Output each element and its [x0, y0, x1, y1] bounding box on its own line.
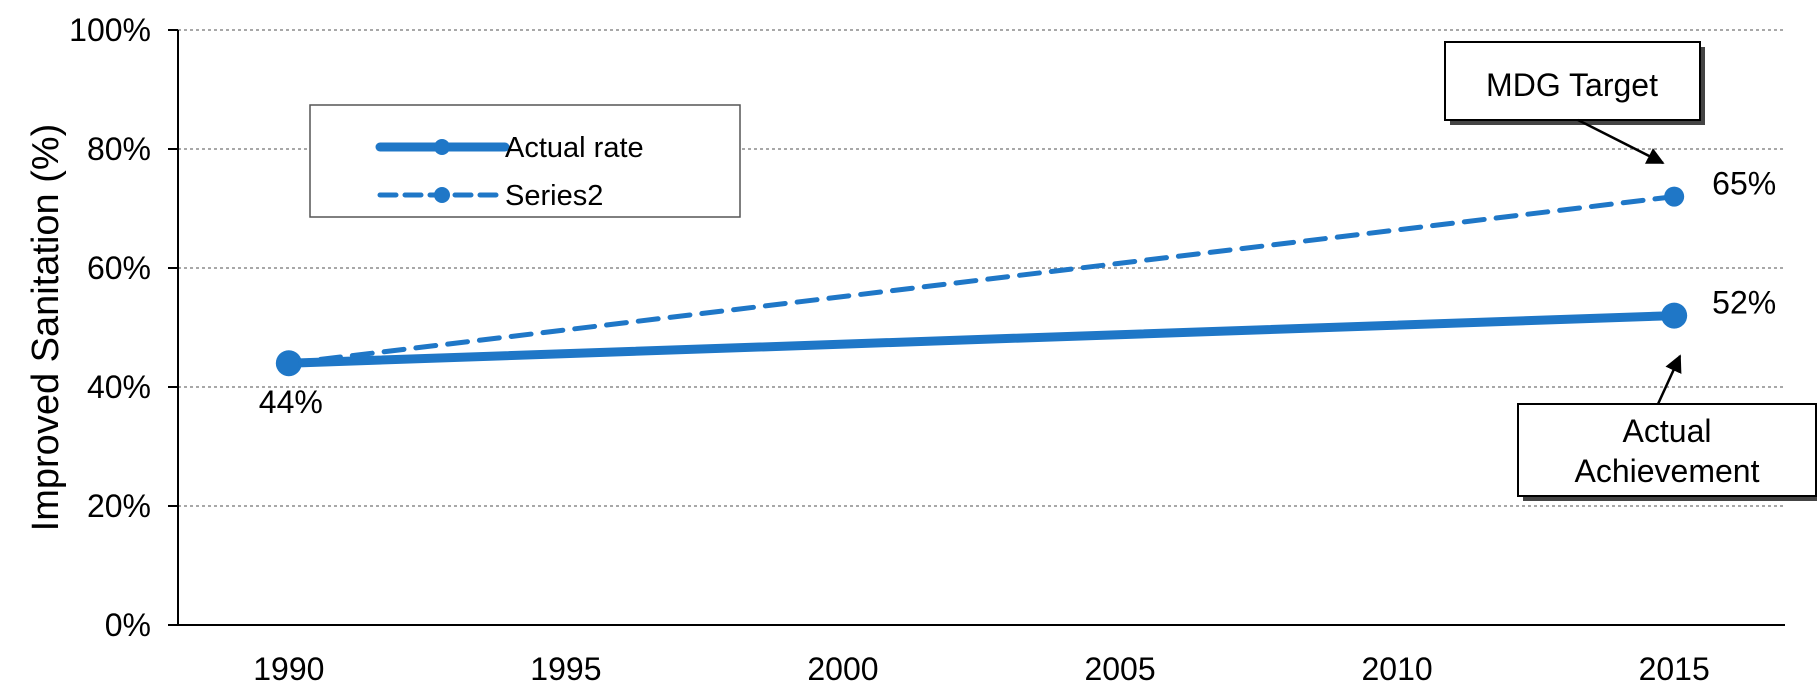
x-tick-label: 2010 — [1362, 651, 1433, 687]
series-point — [1661, 302, 1688, 329]
y-tick-label: 0% — [105, 607, 151, 643]
callout-text-line: MDG Target — [1486, 67, 1658, 103]
series-line — [286, 194, 1677, 366]
y-tick-label: 40% — [87, 369, 151, 405]
legend-label: Series2 — [505, 180, 603, 212]
data-label: 44% — [259, 384, 323, 420]
x-tick-label: 2005 — [1084, 651, 1155, 687]
legend-swatch-marker — [434, 187, 450, 203]
data-label: 52% — [1712, 285, 1776, 321]
callout-arrow — [1656, 354, 1682, 405]
callout-text-line: Actual — [1623, 413, 1712, 449]
y-tick-label: 100% — [69, 12, 151, 48]
y-tick-label: 80% — [87, 131, 151, 167]
series-group — [275, 186, 1688, 377]
data-label: 65% — [1712, 166, 1776, 202]
x-tick-label: 1995 — [530, 651, 601, 687]
x-tick-label: 2015 — [1639, 651, 1710, 687]
callout-arrow — [1577, 118, 1665, 165]
series-point — [1664, 186, 1685, 207]
axes: 0% 20% 40% 60% 80% 100% 1990 1995 2000 2005 2010 20… — [25, 12, 1785, 687]
callout-box — [1517, 403, 1817, 497]
y-tick-label: 60% — [87, 250, 151, 286]
annotations: MDG Target Actual Achievement — [1444, 41, 1817, 501]
data-labels: 44% 65% 52% — [259, 166, 1776, 421]
x-tick-label: 2000 — [807, 651, 878, 687]
y-tick-label: 20% — [87, 488, 151, 524]
legend-swatch-marker — [434, 139, 450, 155]
callout-text-line: Achievement — [1575, 453, 1760, 489]
x-tick-label: 1990 — [253, 651, 324, 687]
legend-label: Actual rate — [505, 132, 644, 164]
callout-text: Actual Achievement — [1575, 413, 1760, 489]
legend: Actual rate Series2 — [309, 104, 741, 218]
series-line — [284, 311, 1679, 368]
y-axis-title: Improved Sanitation (%) — [25, 124, 67, 532]
callout-text: MDG Target — [1486, 67, 1658, 103]
callout-box — [1444, 41, 1701, 121]
gridlines — [178, 29, 1785, 507]
legend-box — [309, 104, 741, 218]
series-point — [278, 353, 299, 374]
